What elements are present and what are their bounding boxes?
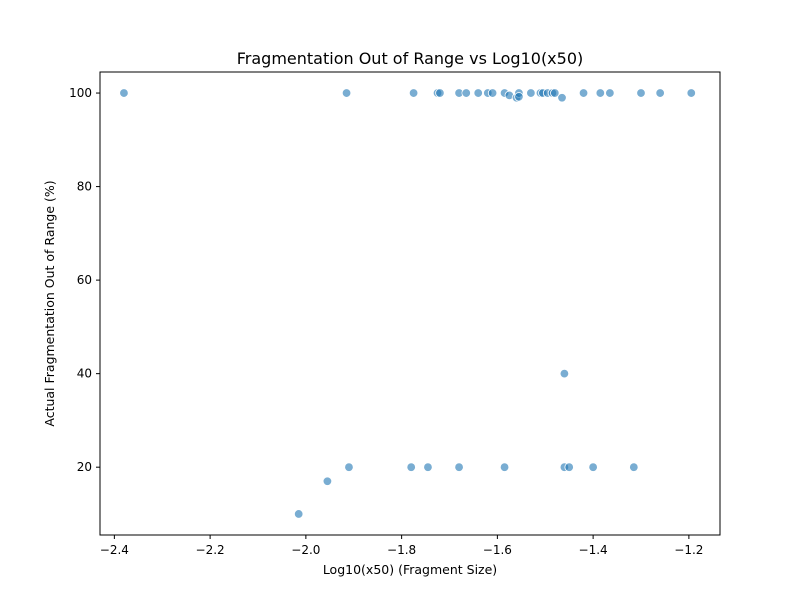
data-point [423, 462, 433, 472]
chart-title: Fragmentation Out of Range vs Log10(x50) [237, 49, 584, 68]
data-point [408, 88, 419, 98]
data-point [473, 88, 483, 98]
y-tick-label: 100 [69, 86, 92, 100]
data-point [559, 368, 570, 379]
data-point [605, 88, 615, 98]
x-tick-label: −1.6 [483, 543, 512, 557]
x-tick-label: −2.0 [291, 543, 320, 557]
data-points [119, 88, 696, 519]
x-tick-label: −2.2 [196, 543, 225, 557]
data-point [588, 462, 598, 472]
y-tick-label: 40 [77, 367, 92, 381]
x-tick-label: −1.4 [579, 543, 608, 557]
x-tick-label: −2.4 [100, 543, 129, 557]
data-point [578, 88, 589, 98]
data-point [499, 462, 510, 472]
data-point [435, 88, 445, 98]
data-point [564, 462, 574, 472]
data-point [629, 462, 639, 472]
data-point [514, 92, 524, 102]
data-point [119, 88, 129, 98]
data-point [595, 88, 606, 98]
data-point [322, 476, 333, 486]
data-point [487, 88, 498, 98]
y-tick-label: 20 [77, 460, 92, 474]
y-axis-label: Actual Fragmentation Out of Range (%) [42, 180, 57, 426]
data-point [344, 462, 354, 472]
data-point [293, 509, 304, 519]
data-point [406, 462, 416, 472]
x-tick-label: −1.2 [674, 543, 703, 557]
plot-frame [99, 71, 721, 536]
data-point [461, 88, 471, 98]
data-point [655, 88, 665, 98]
data-point [636, 88, 646, 98]
x-tick-label: −1.8 [387, 543, 416, 557]
data-point [550, 88, 560, 98]
x-axis-ticks: −2.4 −2.2 −2.0 −1.8 −1.6 −1.4 −1.2 [100, 535, 703, 557]
y-axis-ticks: 20 40 60 80 100 [69, 86, 100, 474]
x-axis-label: Log10(x50) (Fragment Size) [323, 562, 497, 577]
data-point [557, 93, 567, 103]
data-point [341, 88, 352, 98]
data-point [454, 462, 464, 472]
data-point [686, 88, 696, 98]
y-tick-label: 60 [77, 273, 92, 287]
data-point [526, 88, 536, 98]
y-tick-label: 80 [77, 180, 92, 194]
